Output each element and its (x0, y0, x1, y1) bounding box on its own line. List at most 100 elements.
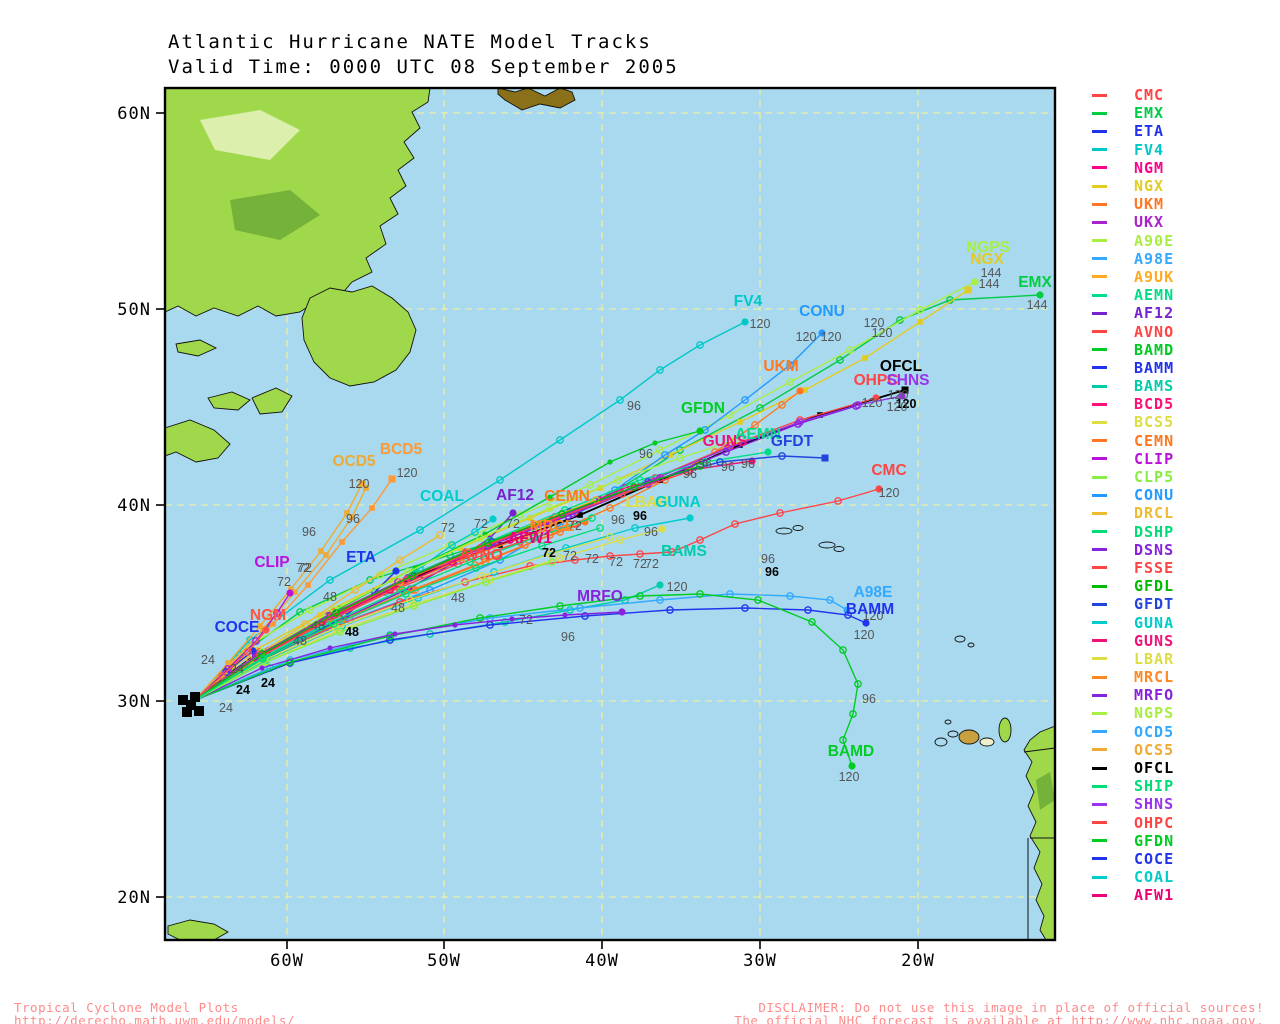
legend-dash-icon (1092, 875, 1107, 879)
legend-item-coal: COAL (1092, 868, 1272, 886)
hour-label: 96 (862, 692, 876, 706)
legend-label: GUNA (1134, 613, 1175, 632)
page-title: Atlantic Hurricane NATE Model Tracks Vali… (168, 30, 679, 80)
hour-label: 144 (979, 277, 1000, 291)
hour-label: 120 (896, 397, 917, 411)
legend-item-a98e: A98E (1092, 250, 1272, 268)
hour-label: 120 (872, 326, 893, 340)
legend-dash-icon (1092, 439, 1107, 443)
x-tick-20W: 20W (901, 951, 935, 971)
hour-label: 120 (888, 388, 909, 402)
hour-label: 24 (236, 683, 250, 697)
hour-label: 96 (761, 552, 775, 566)
legend-dash-icon (1092, 384, 1107, 388)
initial-point-square (178, 695, 188, 705)
track-label-afw1: AFW1 (508, 530, 552, 547)
hour-label: 96 (561, 630, 575, 644)
legend-item-fsse: FSSE (1092, 559, 1272, 577)
legend-item-dsns: DSNS (1092, 541, 1272, 559)
footer-credit: Tropical Cyclone Model Plots (14, 1000, 239, 1015)
legend-dash-icon (1092, 402, 1107, 406)
legend-dash-icon (1092, 602, 1107, 606)
legend-dash-icon (1092, 275, 1107, 279)
legend-dash-icon (1092, 566, 1107, 570)
island-madeira-2 (967, 642, 975, 648)
initial-point-square (182, 707, 192, 717)
legend-label: BAMM (1134, 358, 1175, 377)
legend-dash-icon (1092, 220, 1107, 224)
legend-item-mrfo: MRFO (1092, 686, 1272, 704)
legend-item-eta: ETA (1092, 122, 1272, 140)
track-mrfo (194, 608, 626, 701)
track-label-mrfo: MRFO (577, 588, 623, 605)
legend-label: NGM (1134, 158, 1165, 177)
hour-label: 120 (796, 330, 817, 344)
land-labrador-dark-patch (230, 190, 320, 240)
legend-label: MRCL (1134, 668, 1175, 687)
legend-dash-icon (1092, 639, 1107, 643)
hour-label: 120 (839, 770, 860, 784)
hour-label: 72 (568, 519, 582, 533)
legend-dash-icon (1092, 148, 1107, 152)
track-label-guna: GUNA (655, 494, 701, 511)
track-label-ngx: NGX (970, 251, 1004, 268)
model-legend: CMC EMX ETA FV4 NGM NGX UKM UKX A90E A98E A9UK AEMN… (1092, 86, 1272, 904)
legend-dash-icon (1092, 802, 1107, 806)
track-ship (194, 524, 604, 701)
legend-item-gfdn: GFDN (1092, 832, 1272, 850)
hour-label: 96 (644, 525, 658, 539)
legend-dash-icon (1092, 184, 1107, 188)
legend-item-ngx: NGX (1092, 177, 1272, 195)
track-label-ocd5: OCD5 (332, 453, 375, 470)
track-label-bamm: BAMM (846, 601, 894, 618)
island-azores-4 (833, 546, 845, 552)
legend-dash-icon (1092, 839, 1107, 843)
legend-label: FSSE (1134, 558, 1175, 577)
legend-dash-icon (1092, 257, 1107, 261)
legend-label: LBAR (1134, 649, 1175, 668)
island-canary-3 (979, 737, 995, 747)
land-nova-scotia (165, 419, 231, 463)
legend-dash-icon (1092, 711, 1107, 715)
hour-label: 72 (506, 517, 520, 531)
track-label-clip: CLIP (254, 554, 289, 571)
hour-label: 96 (639, 447, 653, 461)
track-label-ohpc: OHPC (854, 372, 899, 389)
legend-item-drcl: DRCL (1092, 504, 1272, 522)
legend-item-gfdl: GFDL (1092, 577, 1272, 595)
legend-dash-icon (1092, 766, 1107, 770)
hour-label: 24 (201, 653, 215, 667)
x-tick-30W: 30W (743, 951, 777, 971)
footer-row-2: http://derecho.math.uwm.edu/models/ The … (14, 984, 1264, 1024)
footer-row-3: @HurricaneModels, http://www.facebook.co… (14, 997, 1264, 1024)
hour-label: 120 (821, 330, 842, 344)
legend-item-guna: GUNA (1092, 613, 1272, 632)
hour-label: 24 (219, 701, 233, 715)
legend-dash-icon (1092, 893, 1107, 897)
hour-label: 72 (441, 521, 455, 535)
legend-dash-icon (1092, 730, 1107, 734)
hour-label: 120 (854, 628, 875, 642)
legend-label: UKM (1134, 195, 1165, 214)
legend-item-mrcl: MRCL (1092, 668, 1272, 686)
track-label-gfdt: GFDT (771, 433, 814, 450)
legend-dash-icon (1092, 675, 1107, 679)
legend-label: CLIP (1134, 449, 1175, 468)
legend-dash-icon (1092, 475, 1107, 479)
legend-item-ohpc: OHPC (1092, 814, 1272, 832)
land-labrador-pale-patch (200, 110, 300, 160)
legend-label: A9UK (1134, 267, 1175, 286)
legend-item-bcd5: BCD5 (1092, 395, 1272, 413)
legend-item-avno: AVNO (1092, 322, 1272, 341)
track-label-eta: ETA (346, 549, 376, 566)
hour-label: 120 (750, 317, 771, 331)
legend-dash-icon (1092, 784, 1107, 788)
legend-label: A98E (1134, 249, 1175, 268)
footer-url: http://derecho.math.uwm.edu/models/ (14, 1013, 295, 1024)
legend-label: BAMS (1134, 377, 1175, 396)
legend-item-ship: SHIP (1092, 777, 1272, 795)
legend-item-bamm: BAMM (1092, 359, 1272, 377)
track-label-bams: BAMS (661, 543, 707, 560)
legend-dash-icon (1092, 748, 1107, 752)
